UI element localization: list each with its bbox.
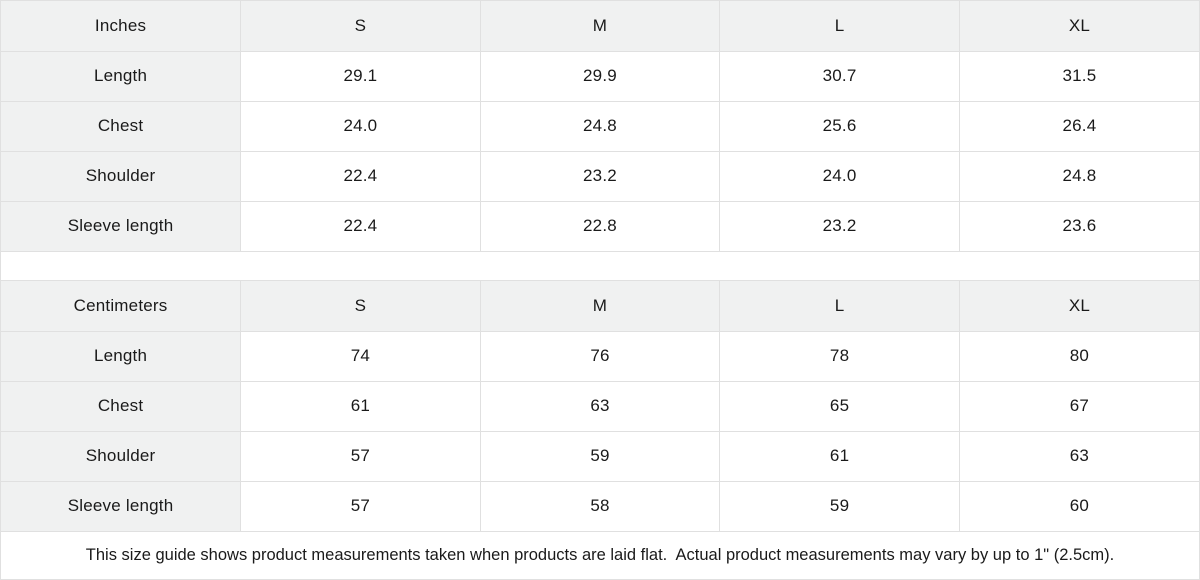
size-value-cell: 24.0 xyxy=(719,150,960,202)
table-header-row: Centimeters S M L XL xyxy=(1,280,1199,332)
table-row: Length 74 76 78 80 xyxy=(1,330,1199,382)
size-header-cell: S xyxy=(240,1,481,52)
size-value-cell: 65 xyxy=(719,380,960,432)
size-value-cell: 30.7 xyxy=(719,50,960,102)
table-row: Sleeve length 22.4 22.8 23.2 23.6 xyxy=(1,200,1199,252)
size-value-cell: 22.4 xyxy=(240,200,481,252)
size-value-cell: 23.2 xyxy=(719,200,960,252)
row-label-cell: Sleeve length xyxy=(1,480,242,532)
size-value-cell: 59 xyxy=(719,480,960,532)
size-value-cell: 60 xyxy=(958,480,1199,532)
size-value-cell: 26.4 xyxy=(958,100,1199,152)
size-value-cell: 59 xyxy=(479,430,721,482)
size-value-cell: 61 xyxy=(240,380,481,432)
table-spacer xyxy=(1,251,1199,281)
size-header-cell: L xyxy=(719,280,960,332)
unit-header-cell: Inches xyxy=(1,1,242,52)
size-value-cell: 58 xyxy=(479,480,721,532)
size-table-inches: Inches S M L XL Length 29.1 29.9 30.7 31… xyxy=(1,1,1199,252)
size-value-cell: 24.0 xyxy=(240,100,481,152)
size-header-cell: M xyxy=(479,280,721,332)
row-label-cell: Length xyxy=(1,330,242,382)
row-label-cell: Chest xyxy=(1,380,242,432)
size-value-cell: 78 xyxy=(719,330,960,382)
unit-header-cell: Centimeters xyxy=(1,280,242,332)
size-value-cell: 57 xyxy=(240,480,481,532)
size-value-cell: 74 xyxy=(240,330,481,382)
row-label-cell: Sleeve length xyxy=(1,200,242,252)
table-row: Shoulder 57 59 61 63 xyxy=(1,430,1199,482)
size-value-cell: 63 xyxy=(958,430,1199,482)
size-value-cell: 24.8 xyxy=(958,150,1199,202)
size-value-cell: 63 xyxy=(479,380,721,432)
size-header-cell: S xyxy=(240,280,481,332)
table-row: Length 29.1 29.9 30.7 31.5 xyxy=(1,50,1199,102)
size-header-cell: M xyxy=(479,1,721,52)
size-value-cell: 22.4 xyxy=(240,150,481,202)
size-table-centimeters: Centimeters S M L XL Length 74 76 78 80 … xyxy=(1,280,1199,532)
size-value-cell: 29.9 xyxy=(479,50,721,102)
row-label-cell: Length xyxy=(1,50,242,102)
size-value-cell: 61 xyxy=(719,430,960,482)
table-header-row: Inches S M L XL xyxy=(1,1,1199,52)
size-header-cell: L xyxy=(719,1,960,52)
row-label-cell: Shoulder xyxy=(1,430,242,482)
table-row: Shoulder 22.4 23.2 24.0 24.8 xyxy=(1,150,1199,202)
size-value-cell: 22.8 xyxy=(479,200,721,252)
table-row: Chest 24.0 24.8 25.6 26.4 xyxy=(1,100,1199,152)
size-value-cell: 23.2 xyxy=(479,150,721,202)
table-row: Chest 61 63 65 67 xyxy=(1,380,1199,432)
size-value-cell: 24.8 xyxy=(479,100,721,152)
size-header-cell: XL xyxy=(958,1,1199,52)
size-value-cell: 29.1 xyxy=(240,50,481,102)
size-value-cell: 25.6 xyxy=(719,100,960,152)
table-row: Sleeve length 57 58 59 60 xyxy=(1,480,1199,532)
size-value-cell: 80 xyxy=(958,330,1199,382)
size-value-cell: 76 xyxy=(479,330,721,382)
size-guide-note: This size guide shows product measuremen… xyxy=(1,531,1199,579)
size-value-cell: 57 xyxy=(240,430,481,482)
row-label-cell: Chest xyxy=(1,100,242,152)
size-value-cell: 23.6 xyxy=(958,200,1199,252)
size-value-cell: 31.5 xyxy=(958,50,1199,102)
size-header-cell: XL xyxy=(958,280,1199,332)
row-label-cell: Shoulder xyxy=(1,150,242,202)
size-value-cell: 67 xyxy=(958,380,1199,432)
